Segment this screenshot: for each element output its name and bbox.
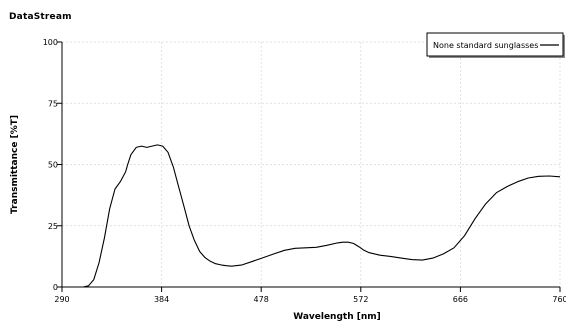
x-tick-label: 572 xyxy=(353,295,368,304)
legend: None standard sunglasses xyxy=(426,32,565,58)
legend-entry-label: None standard sunglasses xyxy=(433,41,538,50)
y-axis-ticks: 0 25 50 75 100 xyxy=(43,38,62,292)
x-tick-label: 290 xyxy=(54,295,69,304)
app-title: DataStream xyxy=(9,12,72,22)
series-line xyxy=(62,144,561,288)
y-tick-label: 50 xyxy=(48,161,58,170)
y-axis-title: Transmittance [%T] xyxy=(10,115,20,214)
series-group xyxy=(62,144,561,288)
x-axis-title: Wavelength [nm] xyxy=(293,312,381,322)
legend-box xyxy=(426,32,564,57)
x-tick-label: 478 xyxy=(254,295,269,304)
y-tick-label: 100 xyxy=(43,38,58,47)
gridlines xyxy=(62,41,561,287)
x-tick-label: 666 xyxy=(453,295,468,304)
y-tick-label: 25 xyxy=(48,222,58,231)
x-axis-ticks: 290 384 478 572 666 760 xyxy=(54,287,566,304)
y-tick-label: 0 xyxy=(53,283,58,292)
x-tick-label: 384 xyxy=(154,295,169,304)
y-tick-label: 75 xyxy=(48,99,58,108)
x-tick-label: 760 xyxy=(552,295,566,304)
